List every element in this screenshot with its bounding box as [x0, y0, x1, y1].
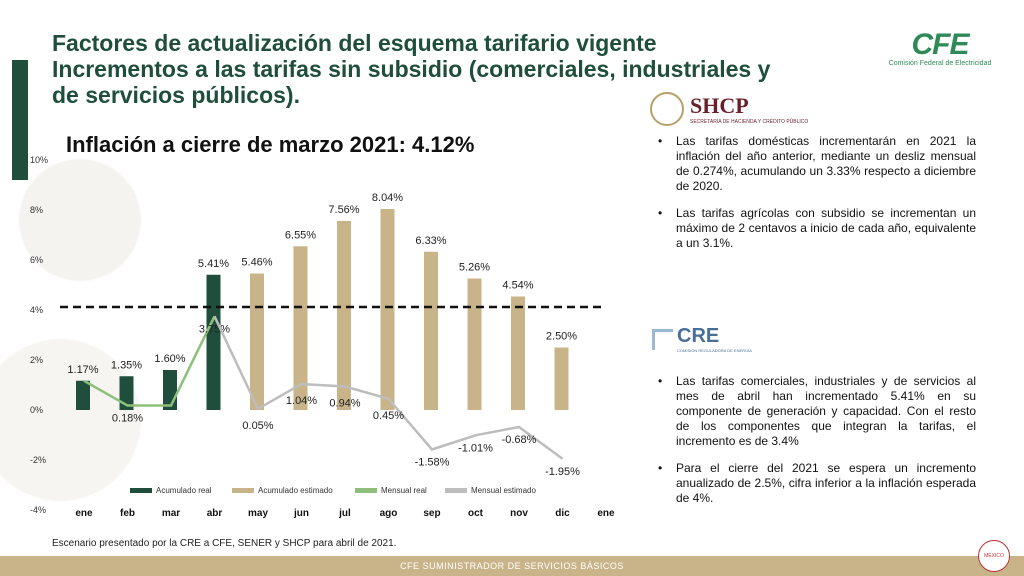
line-value-label: 0.45%	[373, 410, 404, 422]
x-tick-label: nov	[510, 508, 528, 519]
bar-acumulado-estimado	[467, 278, 482, 410]
legend-label: Mensual estimado	[471, 486, 536, 495]
x-tick-label: may	[248, 508, 268, 519]
bullet-comerciales: Las tarifas comerciales, industriales y …	[656, 374, 976, 449]
bar-acumulado-estimado	[511, 296, 525, 410]
bar-acumulado-real	[76, 380, 90, 410]
legend-label: Mensual real	[381, 486, 427, 495]
line-value-label: 0.94%	[329, 398, 360, 410]
x-tick-label: ene	[597, 508, 615, 519]
shcp-seal-icon	[650, 92, 684, 126]
x-tick-label: abr	[207, 508, 223, 519]
cre-mark-icon	[652, 328, 673, 350]
x-tick-label: oct	[468, 508, 484, 519]
legend-label: Acumulado estimado	[258, 486, 333, 495]
y-tick-label: 4%	[30, 305, 43, 315]
title-line-1: Factores de actualización del esquema ta…	[52, 30, 657, 56]
bar-value-label: 8.04%	[372, 192, 403, 204]
y-tick-label: 0%	[30, 405, 43, 415]
line-mensual-estimado	[213, 315, 564, 460]
x-tick-label: ago	[380, 508, 398, 519]
legend-swatch	[445, 488, 467, 493]
bar-value-label: 2.50%	[546, 331, 577, 343]
x-tick-label: jul	[338, 508, 351, 519]
y-tick-label: -4%	[30, 505, 46, 515]
bar-value-label: 1.35%	[111, 359, 142, 371]
chart-title: Inflación a cierre de marzo 2021: 4.12%	[66, 132, 475, 157]
y-tick-label: 8%	[30, 205, 43, 215]
x-tick-label: feb	[120, 508, 135, 519]
cre-subtitle: COMISIÓN REGULADORA DE ENERGÍA	[677, 348, 752, 353]
title-line-2: Incrementos a las tarifas sin subsidio (…	[52, 56, 771, 82]
line-mensual-real	[83, 315, 216, 407]
bar-acumulado-estimado	[250, 273, 264, 410]
x-tick-label: jun	[293, 508, 309, 519]
cre-bullets: Las tarifas comerciales, industriales y …	[656, 374, 976, 518]
line-value-label: -1.01%	[458, 442, 493, 454]
x-tick-label: dic	[555, 508, 570, 519]
x-tick-label: sep	[423, 508, 440, 519]
y-tick-label: 6%	[30, 255, 43, 265]
line-value-label: 0.18%	[112, 413, 143, 425]
bar-value-label: 5.26%	[459, 262, 490, 274]
y-tick-label: 10%	[30, 155, 48, 165]
shcp-subtitle: SECRETARÍA DE HACIENDA Y CRÉDITO PÚBLICO	[690, 119, 809, 125]
bar-acumulado-estimado	[424, 251, 438, 410]
bar-acumulado-estimado	[380, 209, 395, 410]
cfe-logo-mark: CFE	[911, 28, 970, 61]
mexico-logo: MÉXICO	[978, 540, 1010, 572]
y-tick-label: 2%	[30, 355, 43, 365]
legend-label: Acumulado real	[156, 486, 212, 495]
line-value-label: -1.58%	[415, 457, 450, 469]
x-tick-label: ene	[75, 508, 93, 519]
legend-swatch	[130, 488, 152, 493]
legend-swatch	[355, 488, 377, 493]
bar-value-label: 6.55%	[285, 229, 316, 241]
cre-logo: CRE COMISIÓN REGULADORA DE ENERGÍA	[652, 325, 752, 353]
bar-value-label: 1.17%	[67, 364, 98, 376]
shcp-name: SHCP	[690, 93, 749, 118]
y-tick-label: -2%	[30, 455, 46, 465]
title-line-3: de servicios públicos).	[52, 82, 300, 108]
x-tick-label: mar	[162, 508, 180, 519]
accent-bar	[12, 60, 28, 180]
bar-acumulado-estimado	[554, 347, 569, 410]
bullet-cierre-2021: Para el cierre del 2021 se espera un inc…	[656, 461, 976, 506]
bar-value-label: 4.54%	[502, 280, 533, 292]
cre-name: CRE	[677, 325, 720, 347]
bar-value-label: 1.60%	[154, 353, 185, 365]
inflation-chart: -4% -2% 0% 2% 4% 6% 8% 10% ene feb mar abr may jun jul…	[30, 155, 615, 519]
footer-text: CFE SUMINISTRADOR DE SERVICIOS BÁSICOS	[400, 561, 624, 571]
bar-acumulado-real	[163, 370, 177, 410]
shcp-logo: SHCP SECRETARÍA DE HACIENDA Y CRÉDITO PÚ…	[650, 92, 808, 126]
footer-bar: CFE SUMINISTRADOR DE SERVICIOS BÁSICOS	[0, 556, 1024, 576]
bullet-domesticas: Las tarifas domésticas incrementarán en …	[656, 134, 976, 194]
cfe-logo-subtext: Comisión Federal de Electricidad	[888, 60, 992, 67]
line-value-label: -1.95%	[545, 466, 580, 478]
bar-value-label: 6.33%	[415, 235, 446, 247]
bar-value-label: 5.46%	[241, 257, 272, 269]
bar-value-label: 5.41%	[198, 258, 229, 270]
slide-title: Factores de actualización del esquema ta…	[52, 30, 832, 108]
cfe-logo: CFE Comisión Federal de Electricidad	[880, 28, 1000, 67]
bar-acumulado-estimado	[337, 221, 351, 410]
line-value-label: 0.05%	[242, 420, 273, 432]
bar-value-label: 7.56%	[328, 204, 359, 216]
bar-acumulado-real	[206, 274, 221, 410]
line-value-label: -0.68%	[502, 434, 537, 446]
source-note: Escenario presentado por la CRE a CFE, S…	[52, 538, 397, 549]
bar-acumulado-estimado	[293, 246, 308, 410]
shcp-bullets: Las tarifas domésticas incrementarán en …	[656, 134, 976, 263]
line-value-label: 3.75%	[199, 323, 230, 335]
line-value-label: 1.04%	[286, 395, 317, 407]
bullet-agricolas: Las tarifas agrícolas con subsidio se in…	[656, 206, 976, 251]
legend-swatch	[232, 488, 254, 493]
